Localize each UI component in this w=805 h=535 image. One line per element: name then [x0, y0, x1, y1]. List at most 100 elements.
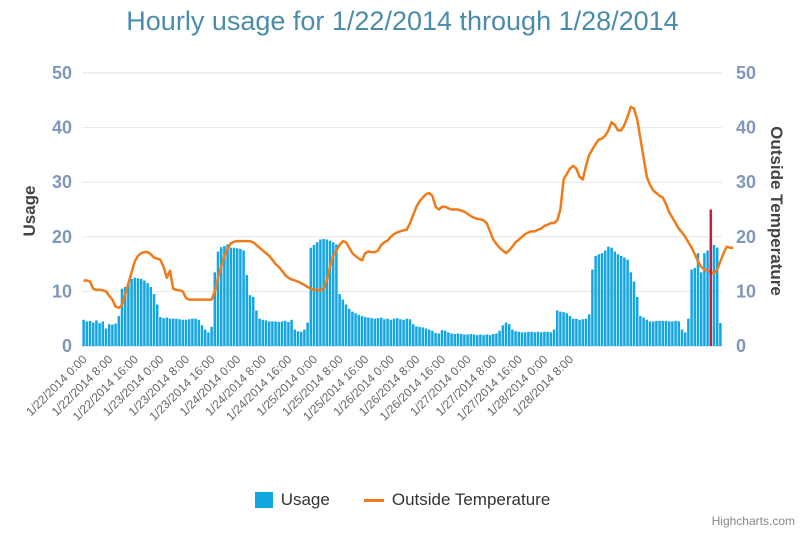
usage-bar[interactable]: [248, 295, 252, 346]
usage-bar[interactable]: [287, 321, 290, 346]
usage-bar[interactable]: [603, 250, 607, 346]
usage-bar[interactable]: [693, 267, 697, 346]
usage-bar[interactable]: [363, 317, 367, 346]
usage-bar[interactable]: [495, 333, 498, 346]
usage-bar[interactable]: [191, 318, 194, 346]
usage-bar[interactable]: [667, 321, 671, 346]
usage-bar[interactable]: [335, 244, 338, 346]
usage-bar[interactable]: [472, 334, 476, 346]
usage-bar[interactable]: [517, 331, 521, 346]
usage-bar[interactable]: [523, 332, 527, 346]
usage-bar[interactable]: [626, 259, 629, 346]
usage-bar[interactable]: [699, 272, 703, 346]
usage-bar[interactable]: [197, 319, 201, 346]
usage-bar[interactable]: [706, 250, 709, 346]
usage-bar[interactable]: [552, 329, 556, 346]
usage-bar[interactable]: [655, 320, 658, 346]
usage-bar[interactable]: [175, 318, 178, 346]
usage-bar[interactable]: [328, 240, 332, 346]
usage-bar[interactable]: [290, 319, 293, 346]
usage-bar[interactable]: [610, 247, 613, 346]
usage-bar[interactable]: [671, 321, 674, 346]
usage-bar[interactable]: [162, 318, 165, 346]
usage-bar[interactable]: [607, 246, 610, 346]
usage-bar[interactable]: [98, 323, 101, 346]
usage-bar[interactable]: [245, 275, 249, 346]
usage-bar[interactable]: [645, 319, 649, 346]
usage-bar[interactable]: [613, 251, 617, 346]
usage-bar[interactable]: [351, 311, 354, 346]
usage-bar[interactable]: [389, 319, 393, 346]
usage-bar[interactable]: [415, 326, 418, 346]
usage-bar[interactable]: [399, 319, 402, 346]
usage-bar[interactable]: [165, 317, 169, 346]
usage-bar[interactable]: [293, 329, 297, 346]
usage-bar[interactable]: [584, 318, 588, 346]
usage-bar[interactable]: [219, 247, 223, 346]
usage-bar[interactable]: [325, 239, 329, 346]
usage-bar[interactable]: [383, 319, 386, 346]
usage-bar[interactable]: [392, 318, 396, 346]
usage-bar[interactable]: [306, 322, 309, 346]
usage-bar[interactable]: [696, 253, 700, 346]
usage-bar[interactable]: [127, 283, 130, 346]
usage-bar[interactable]: [258, 318, 261, 346]
usage-bar[interactable]: [146, 283, 149, 346]
usage-bar[interactable]: [642, 317, 645, 346]
usage-bar[interactable]: [578, 319, 581, 346]
usage-bar[interactable]: [120, 288, 124, 346]
usage-bar[interactable]: [543, 331, 546, 346]
usage-bar[interactable]: [424, 328, 428, 346]
usage-bar[interactable]: [539, 332, 543, 346]
usage-bar[interactable]: [271, 321, 274, 346]
usage-bar[interactable]: [341, 299, 345, 346]
usage-bar[interactable]: [600, 253, 604, 346]
temperature-line[interactable]: [83, 105, 734, 310]
usage-bar[interactable]: [616, 254, 620, 346]
usage-bar[interactable]: [533, 332, 537, 346]
legend-item-usage[interactable]: Usage: [254, 490, 330, 510]
usage-bar[interactable]: [123, 287, 127, 346]
usage-bar[interactable]: [639, 315, 642, 346]
usage-bar[interactable]: [683, 332, 687, 346]
usage-bar[interactable]: [280, 321, 284, 346]
usage-bar[interactable]: [408, 319, 412, 346]
usage-bar[interactable]: [357, 314, 361, 346]
usage-bar[interactable]: [421, 327, 425, 346]
usage-bar[interactable]: [203, 329, 207, 346]
usage-bar[interactable]: [565, 313, 569, 346]
usage-bar[interactable]: [597, 254, 601, 346]
usage-bar[interactable]: [575, 318, 578, 346]
usage-bar[interactable]: [101, 321, 105, 346]
usage-bar[interactable]: [82, 319, 85, 346]
usage-bar[interactable]: [450, 333, 453, 346]
usage-bar[interactable]: [133, 277, 137, 346]
usage-bar[interactable]: [226, 244, 229, 346]
credits-link[interactable]: Highcharts.com: [711, 514, 795, 528]
usage-bar[interactable]: [674, 320, 677, 346]
usage-bar[interactable]: [418, 326, 421, 346]
usage-bar[interactable]: [587, 314, 591, 346]
usage-bar[interactable]: [680, 329, 684, 346]
usage-bar[interactable]: [255, 310, 258, 346]
usage-bar[interactable]: [373, 318, 377, 346]
usage-bar[interactable]: [459, 333, 463, 346]
usage-bar[interactable]: [114, 323, 117, 346]
usage-bar[interactable]: [184, 319, 188, 346]
usage-bar[interactable]: [437, 333, 441, 346]
usage-bar[interactable]: [303, 329, 306, 346]
legend-item-temperature[interactable]: Outside Temperature: [363, 490, 550, 510]
usage-bar[interactable]: [443, 330, 447, 346]
usage-bar[interactable]: [549, 332, 553, 346]
usage-bar[interactable]: [155, 304, 159, 347]
usage-bar[interactable]: [635, 296, 639, 346]
usage-bar[interactable]: [229, 247, 233, 346]
usage-bar[interactable]: [648, 321, 652, 346]
usage-bar[interactable]: [623, 257, 626, 346]
usage-bar[interactable]: [85, 321, 89, 346]
usage-bar[interactable]: [181, 319, 185, 346]
usage-bar[interactable]: [546, 331, 549, 346]
usage-bar[interactable]: [651, 321, 655, 346]
usage-bar[interactable]: [344, 304, 348, 347]
usage-bar[interactable]: [319, 239, 322, 346]
